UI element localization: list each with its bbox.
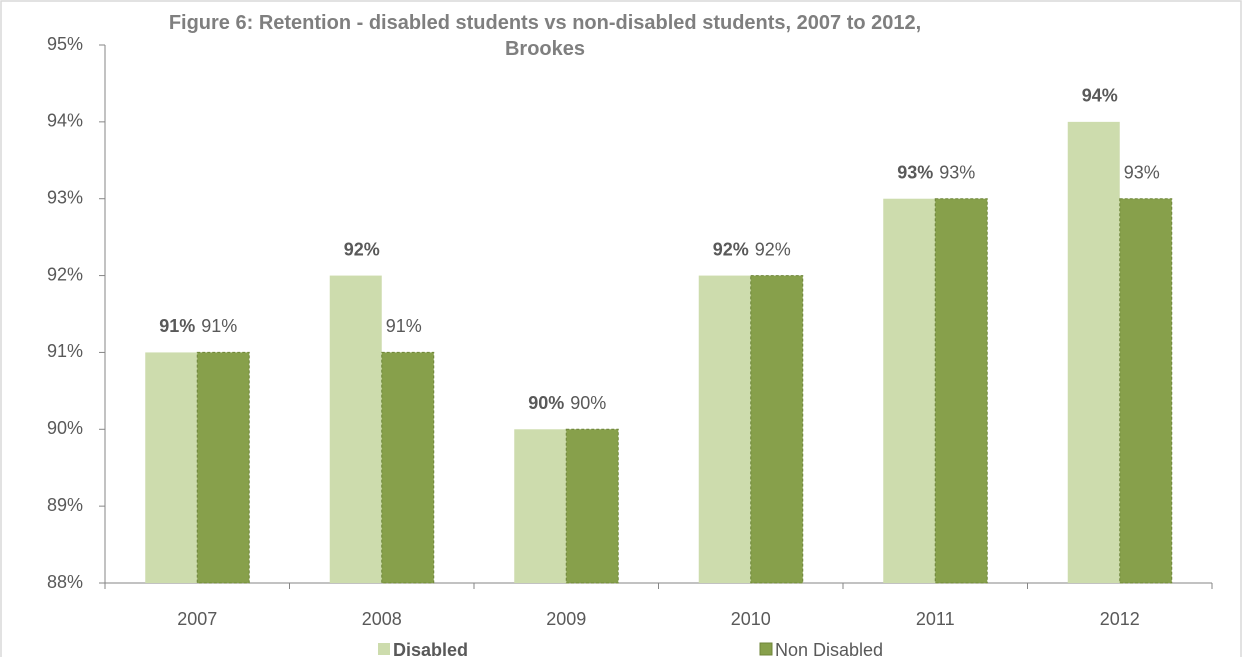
value-label: 90% (528, 393, 564, 413)
x-tick-label: 2009 (546, 609, 586, 629)
bar (883, 198, 936, 583)
legend-swatch (378, 643, 390, 655)
x-tick-label: 2010 (731, 609, 771, 629)
x-tick-label: 2012 (1100, 609, 1140, 629)
value-label: 91% (159, 316, 195, 336)
bar (750, 275, 804, 584)
bar (381, 351, 435, 584)
bar (329, 275, 382, 583)
y-tick-label: 89% (47, 495, 83, 515)
bar (514, 429, 567, 583)
value-label: 92% (713, 239, 749, 259)
value-label: 92% (344, 239, 380, 259)
bar (1067, 121, 1120, 583)
y-tick-label: 88% (47, 572, 83, 592)
value-label: 92% (755, 239, 791, 259)
y-tick-label: 90% (47, 418, 83, 438)
chart-title: Figure 6: Retention - disabled students … (168, 12, 922, 60)
y-tick-label: 92% (47, 264, 83, 284)
value-label: 91% (201, 316, 237, 336)
bar (1119, 198, 1173, 584)
y-tick-label: 93% (47, 187, 83, 207)
value-label: 93% (897, 162, 933, 182)
legend-swatch (759, 642, 773, 656)
value-label: 93% (939, 162, 975, 182)
value-label: 94% (1082, 86, 1118, 106)
legend-label: Disabled (393, 640, 468, 657)
bar (934, 198, 988, 584)
x-tick-label: 2008 (362, 609, 402, 629)
value-label: 90% (570, 393, 606, 413)
value-label: 91% (386, 316, 422, 336)
bar (145, 352, 198, 583)
x-tick-label: 2007 (177, 609, 217, 629)
bar (565, 428, 619, 584)
bar (196, 351, 250, 584)
legend-label: Non Disabled (775, 640, 883, 657)
y-tick-label: 95% (47, 34, 83, 54)
y-tick-label: 91% (47, 341, 83, 361)
value-label: 93% (1124, 162, 1160, 182)
bar (698, 275, 751, 583)
y-tick-label: 94% (47, 111, 83, 131)
x-tick-label: 2011 (916, 609, 955, 629)
